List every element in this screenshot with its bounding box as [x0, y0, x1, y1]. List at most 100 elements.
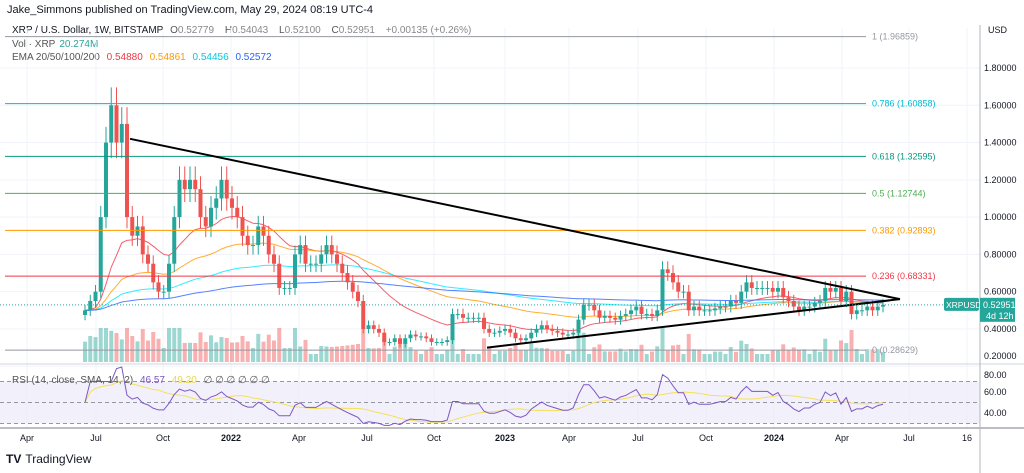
fib-level-label: 0.5 (1.12744) — [872, 188, 926, 198]
candle — [755, 281, 759, 295]
rsi-tick-label: 80.00 — [984, 370, 1007, 380]
candle-body — [366, 325, 371, 329]
candle-body — [198, 189, 203, 218]
volume-bar — [555, 350, 560, 362]
candle — [308, 255, 313, 273]
candle — [382, 328, 387, 346]
volume-bar — [209, 335, 213, 362]
candle-body — [146, 254, 150, 264]
volume-bar — [702, 354, 707, 362]
candle-body — [618, 315, 623, 320]
candle-body — [524, 338, 528, 341]
candle-body — [702, 310, 707, 312]
candle-body — [697, 306, 702, 311]
candle-body — [476, 317, 481, 319]
volume-bar — [503, 350, 507, 362]
candle — [639, 300, 644, 320]
candle-body — [608, 315, 612, 318]
candle — [776, 281, 780, 299]
candle — [392, 334, 397, 346]
candle-body — [728, 301, 733, 307]
candle — [203, 205, 208, 238]
candle — [83, 304, 87, 321]
candle — [791, 294, 796, 313]
candle-body — [340, 263, 345, 274]
candle — [503, 324, 507, 336]
volume-bar — [718, 351, 723, 362]
candle — [434, 338, 439, 346]
candle — [786, 290, 791, 308]
candle — [718, 300, 723, 315]
volume-bar — [450, 328, 455, 362]
candle — [734, 294, 738, 309]
volume-bar — [608, 351, 612, 362]
candle-body — [692, 306, 696, 311]
candle-body — [660, 269, 665, 311]
candle-body — [319, 254, 324, 264]
volume-bar — [728, 347, 733, 362]
candle-body — [398, 338, 402, 344]
volume-bar — [93, 337, 98, 362]
candle — [518, 334, 523, 344]
candle-body — [356, 291, 360, 301]
candle — [592, 298, 597, 316]
candle — [471, 312, 476, 323]
volume-bar — [282, 348, 287, 362]
candle — [587, 298, 591, 311]
high-value: 0.54043 — [232, 25, 269, 36]
candle — [482, 312, 486, 334]
candle — [182, 166, 187, 203]
volume-bar — [387, 354, 392, 362]
candle-body — [361, 301, 366, 329]
ema-label: EMA 20/50/100/200 — [12, 52, 100, 63]
candle — [450, 308, 455, 344]
candle-body — [513, 332, 518, 339]
time-tick-label: Oct — [427, 433, 442, 443]
candle-body — [329, 245, 334, 255]
candle — [818, 294, 822, 309]
volume-bar — [104, 328, 108, 362]
volume-bar — [114, 333, 119, 362]
price-tick-label: 0.20000 — [984, 351, 1017, 361]
candle — [398, 334, 402, 348]
volume-bar — [240, 336, 245, 362]
symbol-badge-label: XRPUSD — [946, 300, 981, 310]
volume-bar — [298, 346, 303, 362]
volume-bar — [377, 348, 381, 362]
volume-bar — [429, 347, 434, 362]
candle-body — [424, 336, 429, 339]
candle — [377, 324, 381, 337]
volume-legend: Vol · XRP 20.274M — [12, 39, 102, 50]
candle-body — [303, 245, 308, 264]
candle-body — [282, 287, 287, 289]
volume-bar — [293, 328, 297, 362]
candle-body — [576, 319, 581, 333]
candle — [823, 281, 828, 308]
ema-legend: EMA 20/50/100/200 0.54880 0.54861 0.5445… — [12, 52, 276, 63]
volume-bar — [350, 344, 355, 362]
time-tick-label: Oct — [699, 433, 714, 443]
candle-body — [707, 310, 712, 312]
change-value: +0.00135 (+0.26%) — [385, 25, 472, 36]
candle-body — [881, 304, 885, 307]
candle — [314, 255, 318, 273]
volume-bar — [870, 349, 875, 362]
candle — [576, 314, 581, 337]
high-label: H — [224, 25, 233, 36]
candle-body — [434, 342, 439, 344]
candle — [781, 281, 786, 304]
candle — [875, 300, 880, 316]
candle — [660, 261, 665, 316]
candle-body — [545, 325, 549, 329]
candle — [466, 312, 471, 323]
volume-bar — [697, 349, 702, 362]
volume-bar — [760, 354, 765, 362]
tradingview-footer[interactable]: TV TradingView — [6, 452, 91, 466]
ohlc-low: L0.52100 — [279, 25, 325, 36]
volume-label: Vol · XRP — [12, 39, 56, 50]
time-tick-label: 2022 — [221, 433, 241, 443]
volume-bar — [713, 351, 717, 362]
volume-bar — [140, 329, 145, 362]
volume-bar — [639, 344, 644, 362]
